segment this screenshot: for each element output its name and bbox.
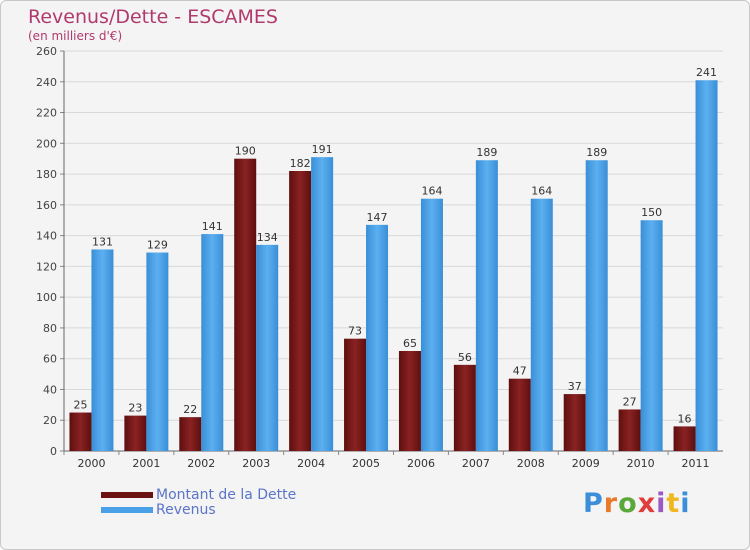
data-label-dette: 190: [235, 145, 256, 158]
x-tick-label: 2007: [462, 457, 490, 470]
data-label-revenus: 191: [312, 143, 333, 156]
plot-area: [64, 51, 723, 451]
bar-revenus: [530, 198, 553, 451]
legend-swatch-dette: [101, 491, 153, 498]
x-tick-label: 2005: [352, 457, 380, 470]
bar-dette: [673, 426, 696, 451]
x-tick-label: 2004: [297, 457, 325, 470]
bar-dette: [398, 351, 421, 451]
bar-revenus: [146, 252, 169, 451]
logo-letter: i: [680, 488, 691, 519]
bar-dette: [179, 417, 202, 451]
x-tick-label: 2003: [242, 457, 270, 470]
y-tick-label: 100: [36, 291, 57, 304]
logo-letter: o: [618, 488, 638, 519]
logo-letter: i: [656, 488, 667, 519]
bar-dette: [508, 378, 531, 451]
data-label-dette: 23: [128, 402, 142, 415]
y-tick-label: 140: [36, 230, 57, 243]
data-label-dette: 56: [458, 351, 472, 364]
x-tick-label: 2000: [77, 457, 105, 470]
x-tick-label: 2010: [627, 457, 655, 470]
data-label-revenus: 189: [476, 146, 497, 159]
bar-dette: [234, 158, 257, 451]
data-label-dette: 25: [73, 399, 87, 412]
y-tick-label: 180: [36, 168, 57, 181]
chart-subtitle: (en milliers d'€): [28, 29, 123, 43]
legend-label-dette: Montant de la Dette: [156, 486, 297, 503]
x-tick-label: 2011: [682, 457, 710, 470]
y-tick-label: 220: [36, 107, 57, 120]
x-tick-label: 2001: [132, 457, 160, 470]
data-label-revenus: 134: [257, 231, 278, 244]
data-label-revenus: 164: [421, 185, 442, 198]
legend: Montant de la Dette Revenus: [101, 486, 297, 518]
bar-revenus: [256, 244, 279, 451]
logo-letter: t: [666, 488, 681, 519]
bar-dette: [563, 394, 586, 451]
legend-label-revenus: Revenus: [156, 501, 216, 518]
y-tick-label: 20: [43, 414, 57, 427]
legend-item-dette: Montant de la Dette: [101, 486, 297, 503]
x-tick-label: 2008: [517, 457, 545, 470]
bar-dette: [344, 338, 367, 451]
data-label-dette: 22: [183, 403, 197, 416]
data-label-dette: 27: [623, 395, 637, 408]
y-tick-label: 40: [43, 383, 57, 396]
data-label-dette: 47: [513, 365, 527, 378]
bar-dette: [453, 364, 476, 451]
logo-letter: P: [583, 488, 604, 519]
bar-revenus: [640, 220, 663, 451]
y-tick-label: 260: [36, 45, 57, 58]
y-tick-label: 80: [43, 322, 57, 335]
y-tick-label: 200: [36, 137, 57, 150]
proxiti-logo: Proxiti: [583, 488, 691, 519]
data-label-revenus: 189: [586, 146, 607, 159]
bar-dette: [124, 415, 147, 451]
data-label-dette: 65: [403, 337, 417, 350]
bar-revenus: [475, 160, 498, 451]
y-tick-label: 240: [36, 76, 57, 89]
data-label-revenus: 241: [696, 66, 717, 79]
bar-dette: [69, 412, 92, 451]
logo-letter: r: [603, 488, 619, 519]
bar-revenus: [695, 80, 718, 451]
x-tick-label: 2002: [187, 457, 215, 470]
y-tick-label: 160: [36, 199, 57, 212]
x-tick-label: 2009: [572, 457, 600, 470]
bar-revenus: [91, 249, 114, 451]
data-label-dette: 73: [348, 325, 362, 338]
bar-dette: [618, 409, 641, 451]
y-tick-label: 0: [50, 445, 57, 458]
data-label-revenus: 141: [202, 220, 223, 233]
bar-revenus: [201, 234, 224, 451]
legend-item-revenus: Revenus: [101, 501, 296, 518]
data-label-revenus: 131: [92, 235, 113, 248]
data-label-dette: 16: [678, 412, 692, 425]
bar-revenus: [585, 160, 608, 451]
y-tick-label: 120: [36, 260, 57, 273]
data-label-revenus: 147: [367, 211, 388, 224]
legend-swatch-revenus: [101, 506, 153, 513]
logo-letter: x: [637, 488, 657, 519]
bar-revenus: [366, 224, 389, 451]
data-label-revenus: 129: [147, 239, 168, 252]
bar-dette: [289, 171, 312, 451]
chart-title: Revenus/Dette - ESCAMES: [28, 6, 278, 28]
data-label-revenus: 164: [531, 185, 552, 198]
x-tick-label: 2006: [407, 457, 435, 470]
y-tick-label: 60: [43, 353, 57, 366]
bar-revenus: [311, 157, 334, 451]
data-label-revenus: 150: [641, 206, 662, 219]
data-label-dette: 182: [290, 157, 311, 170]
bar-revenus: [420, 198, 443, 451]
data-label-dette: 37: [568, 380, 582, 393]
